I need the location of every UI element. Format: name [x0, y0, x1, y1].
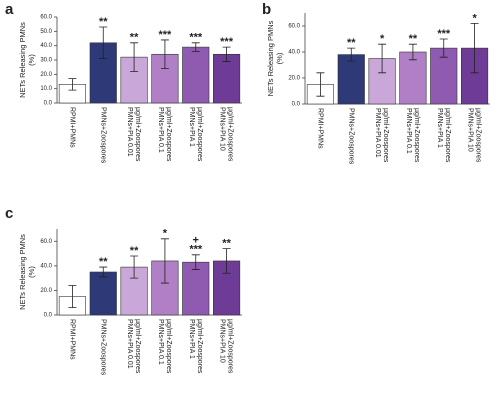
x-tick-label: µg/ml+Zoospores [165, 107, 172, 162]
error-bar [68, 285, 77, 309]
bar [337, 54, 365, 105]
y-tick-label: 20.0 [40, 288, 52, 294]
error-bar [160, 39, 169, 69]
error-bar [470, 23, 479, 74]
x-tick-label: PMNs+PIA 0.1 [405, 108, 412, 154]
significance: *** [158, 29, 172, 41]
x-tick-label: RPMI+PMNs [69, 107, 76, 148]
panel-label: a [5, 1, 14, 18]
significance: ** [130, 245, 139, 257]
error-bar [160, 238, 169, 284]
y-axis-label: NETs Releasing PMNs [18, 234, 27, 310]
x-tick-label: µg/ml+Zoospores [227, 107, 234, 162]
error-bar [99, 26, 108, 59]
x-tick-label: PMNs+Zoospores [99, 319, 106, 376]
y-tick-label: 60.0 [40, 239, 52, 245]
y-tick-label: 20.0 [288, 76, 300, 82]
significance: *** [189, 244, 203, 256]
bar [182, 46, 210, 104]
error-bar [191, 42, 200, 52]
panel-label: c [5, 205, 13, 222]
error-bar [191, 254, 200, 270]
x-tick-label: PMNs+PIA 1 [188, 107, 195, 147]
significance: ** [99, 16, 108, 28]
y-tick-label: 30.0 [40, 58, 52, 64]
x-tick-label: PMNs+PIA 1 [436, 108, 443, 148]
panel-label: b [262, 1, 271, 18]
x-tick-label: RPMI+PMNs [69, 319, 76, 360]
significance: * [163, 228, 168, 240]
significance: ** [130, 32, 139, 44]
x-tick-label: PMNs+PIA 0.01 [374, 108, 381, 158]
significance: * [472, 12, 477, 24]
y-tick-label: 60.0 [40, 15, 52, 21]
bar [120, 266, 148, 316]
y-tick-label: 0.0 [44, 313, 53, 319]
y-axis-label: NETs Releasing PMNs [18, 22, 27, 98]
y-tick-label: 0.0 [292, 102, 301, 108]
x-tick-label: µg/ml+Zoospores [196, 107, 203, 162]
bar [399, 51, 427, 105]
y-tick-label: 40.0 [288, 50, 300, 56]
y-axis-label: NETs Releasing PMNs [266, 20, 275, 96]
x-tick-label: PMNs+PIA 0.01 [126, 107, 133, 157]
error-bar [130, 255, 139, 279]
error-bar [316, 72, 325, 97]
bar [213, 53, 241, 104]
y-tick-label: 60.0 [288, 24, 300, 30]
y-tick-label: 10.0 [40, 86, 52, 92]
error-bar [222, 248, 231, 274]
x-tick-label: µg/ml+Zoospores [227, 319, 234, 374]
significance: ** [347, 37, 356, 49]
y-tick-label: 0.0 [44, 101, 53, 107]
x-tick-label: PMNs+PIA 0.01 [126, 319, 133, 369]
x-tick-label: PMNs+PIA 1 [188, 319, 195, 359]
y-tick-label: 40.0 [40, 263, 52, 269]
x-tick-label: µg/ml+Zoospores [165, 319, 172, 374]
y-axis-label: (%) [275, 52, 284, 64]
x-tick-label: µg/ml+Zoospores [444, 108, 451, 163]
x-tick-label: RPMI+PMNs [317, 108, 324, 149]
x-tick-label: µg/ml+Zoospores [134, 319, 141, 374]
x-tick-label: µg/ml+Zoospores [475, 108, 482, 163]
x-tick-label: µg/ml+Zoospores [382, 108, 389, 163]
x-tick-label: PMNs+Zoospores [347, 108, 354, 165]
y-axis-label: (%) [27, 54, 36, 66]
error-bar [99, 266, 108, 278]
significance: * [380, 33, 385, 45]
error-bar [378, 43, 387, 74]
x-tick-label: PMNs+PIA 0.1 [157, 107, 164, 153]
x-tick-label: PMNs+PIA 10 [467, 108, 474, 152]
y-tick-label: 40.0 [40, 43, 52, 49]
x-tick-label: PMNs+PIA 10 [219, 319, 226, 363]
error-bar [222, 46, 231, 62]
x-tick-label: µg/ml+Zoospores [196, 319, 203, 374]
significance: ** [409, 33, 418, 45]
significance: *** [189, 32, 203, 44]
error-bar [130, 42, 139, 72]
x-tick-label: PMNs+PIA 0.1 [157, 319, 164, 365]
x-tick-label: PMNs+PIA 10 [219, 107, 226, 151]
y-tick-label: 50.0 [40, 29, 52, 35]
x-tick-label: µg/ml+Zoospores [134, 107, 141, 162]
significance: *** [220, 36, 234, 48]
x-tick-label: PMNs+Zoospores [99, 107, 106, 164]
error-bar [408, 43, 417, 61]
y-axis-label: (%) [27, 266, 36, 278]
significance: *** [437, 28, 451, 40]
error-bar [68, 78, 77, 91]
significance: ** [99, 256, 108, 268]
significance: ** [222, 238, 231, 250]
bar [461, 47, 489, 105]
y-tick-label: 20.0 [40, 72, 52, 78]
bar [182, 261, 210, 316]
bar [89, 271, 117, 316]
error-bar [347, 47, 356, 62]
error-bar [439, 38, 448, 58]
significance-upper: + [193, 235, 199, 247]
x-tick-label: µg/ml+Zoospores [413, 108, 420, 163]
